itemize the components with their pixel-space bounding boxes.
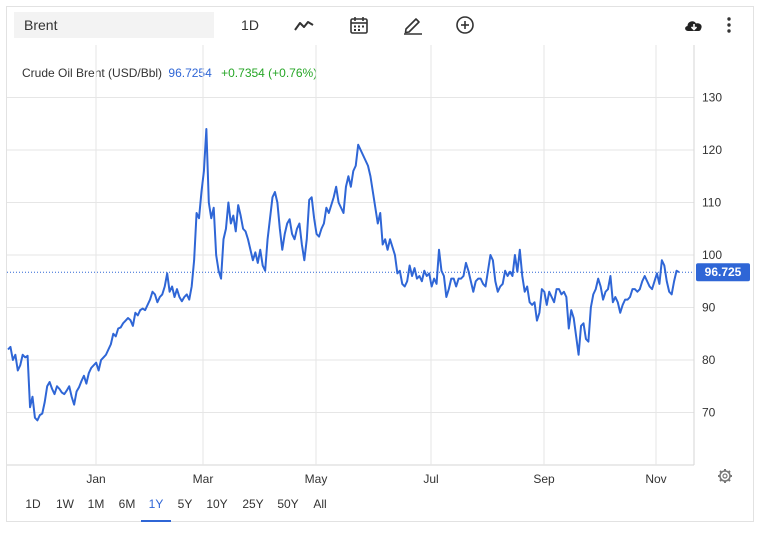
cloud-download-icon[interactable] bbox=[680, 13, 708, 37]
range-button-1w[interactable]: 1W bbox=[56, 497, 74, 511]
x-tick-label: Sep bbox=[533, 472, 555, 486]
range-button-1y[interactable]: 1Y bbox=[148, 497, 164, 511]
x-tick-label: Nov bbox=[645, 472, 666, 486]
y-tick-label: 70 bbox=[702, 406, 716, 420]
legend-instrument-name: Crude Oil Brent (USD/Bbl) bbox=[22, 66, 163, 80]
series-line-brent bbox=[7, 128, 680, 422]
y-tick-label: 110 bbox=[702, 196, 721, 210]
range-button-6m[interactable]: 6M bbox=[118, 497, 136, 511]
chart-widget: 1D Crude Oil Brent (USD/Bbl) 96.7254 +0.… bbox=[6, 6, 754, 522]
chart-grid bbox=[7, 45, 695, 466]
x-tick-label: May bbox=[305, 472, 328, 486]
y-tick-label: 120 bbox=[702, 143, 722, 157]
x-axis: Jan Mar May Jul Sep Nov bbox=[86, 472, 666, 486]
range-button-25y[interactable]: 25Y bbox=[242, 497, 264, 511]
interval-button[interactable]: 1D bbox=[241, 17, 259, 33]
chart-legend: Crude Oil Brent (USD/Bbl) 96.7254 +0.735… bbox=[22, 66, 317, 80]
range-button-10y[interactable]: 10Y bbox=[206, 497, 228, 511]
more-vertical-icon[interactable] bbox=[719, 13, 739, 37]
y-axis: 70 80 90 100 110 120 130 bbox=[702, 91, 722, 420]
range-button-5y[interactable]: 5Y bbox=[177, 497, 193, 511]
range-button-all[interactable]: All bbox=[313, 497, 327, 511]
calendar-icon[interactable] bbox=[345, 13, 373, 37]
price-chart[interactable]: 70 80 90 100 110 120 130 Jan Mar May Jul Sep Nov 96… bbox=[7, 7, 753, 487]
y-tick-label: 100 bbox=[702, 248, 722, 262]
range-button-1m[interactable]: 1M bbox=[87, 497, 105, 511]
legend-change: +0.7354 (+0.76%) bbox=[221, 66, 318, 80]
legend-price: 96.7254 bbox=[168, 66, 212, 80]
chart-settings-gear-icon[interactable] bbox=[718, 469, 732, 483]
range-selector: 1D 1W 1M 6M 1Y 5Y 10Y 25Y 50Y All bbox=[7, 490, 407, 522]
last-price-tag-text: 96.725 bbox=[705, 265, 742, 279]
x-tick-label: Mar bbox=[193, 472, 214, 486]
add-circle-icon[interactable] bbox=[451, 13, 479, 37]
x-tick-label: Jul bbox=[423, 472, 438, 486]
y-tick-label: 90 bbox=[702, 301, 716, 315]
range-button-50y[interactable]: 50Y bbox=[277, 497, 299, 511]
x-tick-label: Jan bbox=[86, 472, 105, 486]
y-tick-label: 130 bbox=[702, 91, 722, 105]
line-chart-icon[interactable] bbox=[290, 13, 318, 37]
draw-pencil-icon[interactable] bbox=[399, 13, 427, 37]
active-range-underline bbox=[141, 520, 171, 522]
symbol-search-input[interactable] bbox=[14, 12, 214, 38]
last-price-tag: 96.725 bbox=[696, 263, 750, 282]
chart-toolbar: 1D bbox=[7, 7, 753, 45]
range-button-1d[interactable]: 1D bbox=[25, 497, 41, 511]
y-tick-label: 80 bbox=[702, 353, 716, 367]
